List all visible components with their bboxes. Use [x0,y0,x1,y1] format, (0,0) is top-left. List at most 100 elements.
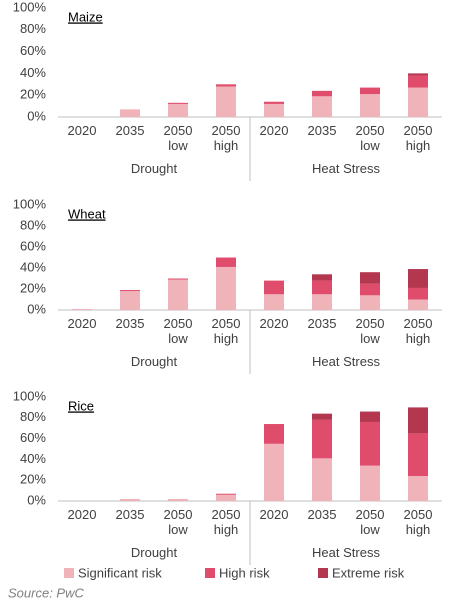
bar-segment [264,424,284,444]
y-tick-label: 20% [20,280,46,295]
group-label: Drought [130,545,178,560]
legend-swatch [205,568,215,578]
bar-segment [360,272,380,284]
x-tick-label: 2050 high [211,316,241,346]
bar-segment [360,87,380,95]
bar-segment [360,411,380,422]
x-tick-label: 2050 low [163,507,193,537]
group-label: Heat Stress [312,354,380,369]
y-tick-label: 80% [20,21,46,36]
bar-segment [216,257,236,267]
bar-segment [312,458,332,501]
group-label: Heat Stress [312,161,380,176]
group-label: Drought [130,354,178,369]
legend-swatch [64,568,74,578]
x-tick-label: 2050 low [163,316,193,346]
y-tick-label: 80% [20,217,46,232]
bar-segment [72,308,92,310]
y-tick-label: 40% [20,451,46,466]
y-tick-label: 0% [27,492,46,507]
bar-segment [216,494,236,501]
bar-segment [360,421,380,466]
bar-segment [408,73,428,76]
y-tick-label: 100% [13,196,47,211]
legend-swatch [318,568,328,578]
bar-segment [168,102,188,104]
bar-segment [312,280,332,295]
y-tick-label: 20% [20,472,46,487]
x-tick-label: 2035 [115,316,145,331]
bar-segment [120,109,140,117]
bar-segment [408,433,428,477]
y-tick-label: 0% [27,301,46,316]
bar-segment [408,87,428,117]
bar-segment [360,283,380,296]
x-tick-label: 2020 [259,123,289,138]
bar-segment [312,413,332,420]
y-tick-label: 40% [20,65,46,80]
bar-segment [360,94,380,117]
x-tick-label: 2020 [67,123,97,138]
x-tick-label: 2035 [307,507,337,522]
bar-segment [264,103,284,117]
bar-segment [168,278,188,280]
x-tick-label: 2050 low [163,123,193,153]
x-tick-label: 2050 low [355,123,385,153]
bar-segment [216,84,236,87]
bar-segment [408,407,428,434]
bar-segment [312,419,332,459]
y-tick-label: 80% [20,409,46,424]
x-tick-label: 2050 high [211,123,241,153]
x-tick-label: 2050 low [355,316,385,346]
bar-segment [312,90,332,97]
bar-segment [360,465,380,501]
bar-segment [360,295,380,310]
bar-segment [264,101,284,104]
bar-segment [120,291,140,310]
x-tick-label: 2050 high [403,316,433,346]
y-tick-label: 100% [13,0,47,14]
x-tick-label: 2035 [115,123,145,138]
group-label: Drought [130,161,178,176]
y-tick-label: 60% [20,238,46,253]
y-tick-label: 0% [27,108,46,123]
bar-segment [312,96,332,117]
y-tick-label: 60% [20,430,46,445]
x-tick-label: 2050 low [355,507,385,537]
y-tick-label: 20% [20,87,46,102]
x-tick-label: 2050 high [211,507,241,537]
bar-segment [216,86,236,117]
bar-segment [168,103,188,117]
bar-segment [312,274,332,281]
bar-segment [408,75,428,88]
bar-segment [408,476,428,501]
bar-segment [168,498,188,501]
x-tick-label: 2035 [307,316,337,331]
panel-title: Rice [68,398,94,413]
x-tick-label: 2020 [259,316,289,331]
bar-segment [408,299,428,310]
x-tick-label: 2050 high [403,123,433,153]
x-tick-label: 2020 [67,507,97,522]
bar-segment [120,498,140,501]
bar-segment [120,290,140,292]
bar-segment [216,493,236,495]
x-tick-label: 2035 [115,507,145,522]
bar-segment [216,266,236,310]
group-label: Heat Stress [312,545,380,560]
y-tick-label: 40% [20,259,46,274]
bar-segment [312,294,332,310]
source: Source: PwC [8,585,84,600]
bar-segment [408,269,428,288]
bar-segment [408,287,428,300]
bar-segment [264,294,284,310]
legend-label: High risk [219,565,270,580]
bar-segment [264,443,284,501]
x-tick-label: 2020 [259,507,289,522]
panel-title: Maize [68,9,103,24]
x-tick-label: 2050 high [403,507,433,537]
legend-label: Significant risk [78,565,162,580]
x-tick-label: 2035 [307,123,337,138]
